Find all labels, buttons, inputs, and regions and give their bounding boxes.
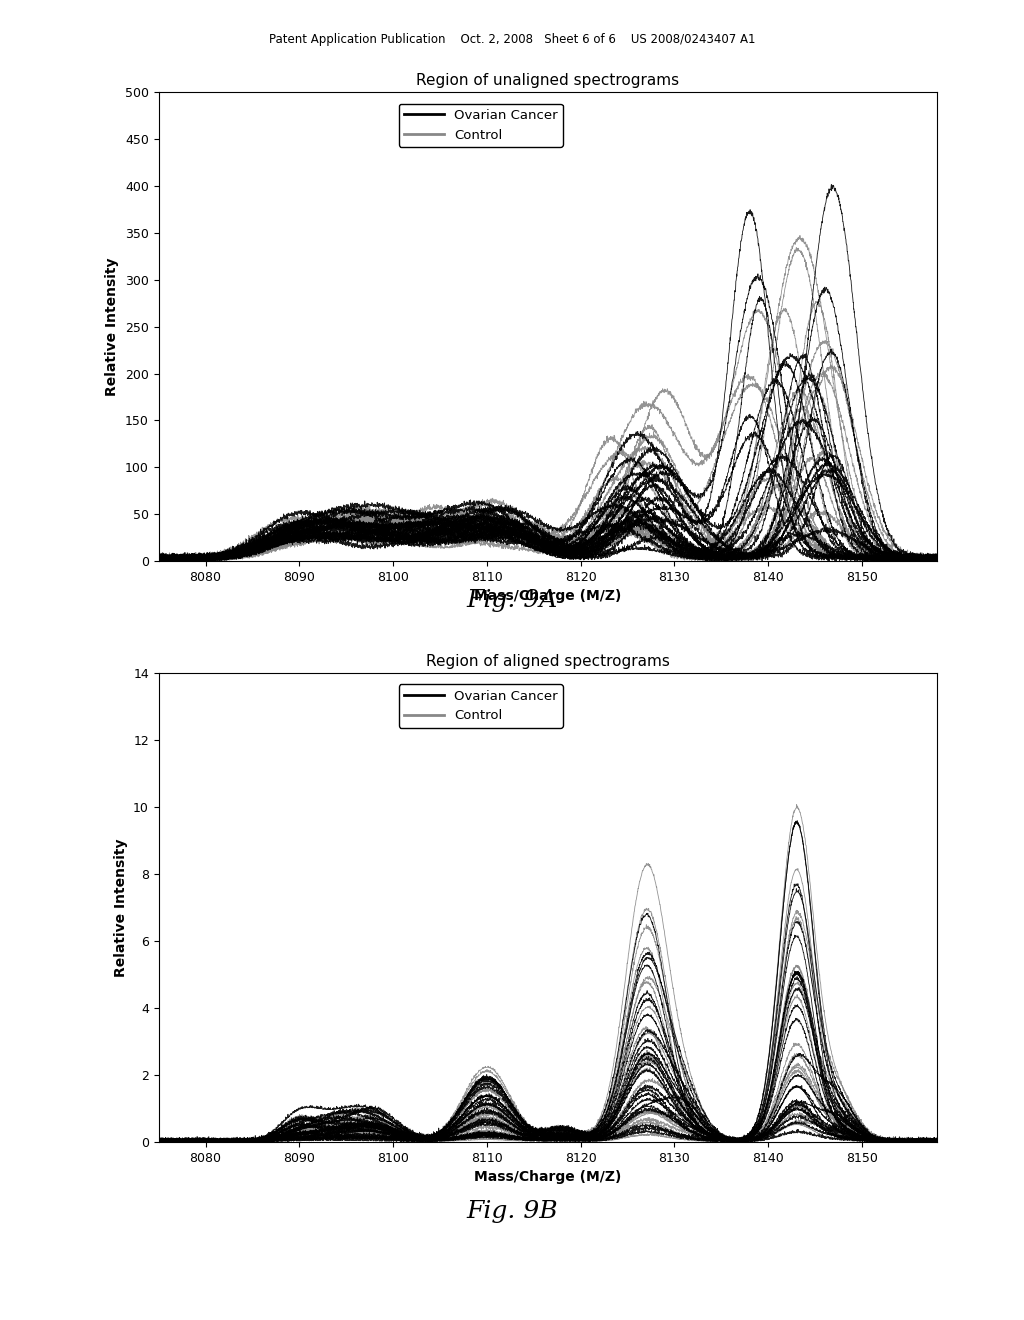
Legend: Ovarian Cancer, Control: Ovarian Cancer, Control [398,685,563,727]
Title: Region of aligned spectrograms: Region of aligned spectrograms [426,655,670,669]
Text: Fig. 9B: Fig. 9B [466,1200,558,1224]
Text: Fig. 9A: Fig. 9A [466,589,558,612]
Text: Patent Application Publication    Oct. 2, 2008   Sheet 6 of 6    US 2008/0243407: Patent Application Publication Oct. 2, 2… [268,33,756,46]
Y-axis label: Relative Intensity: Relative Intensity [105,257,120,396]
Title: Region of unaligned spectrograms: Region of unaligned spectrograms [417,74,679,88]
Legend: Ovarian Cancer, Control: Ovarian Cancer, Control [398,104,563,147]
X-axis label: Mass/Charge (M/Z): Mass/Charge (M/Z) [474,589,622,603]
X-axis label: Mass/Charge (M/Z): Mass/Charge (M/Z) [474,1170,622,1184]
Y-axis label: Relative Intensity: Relative Intensity [114,838,128,977]
